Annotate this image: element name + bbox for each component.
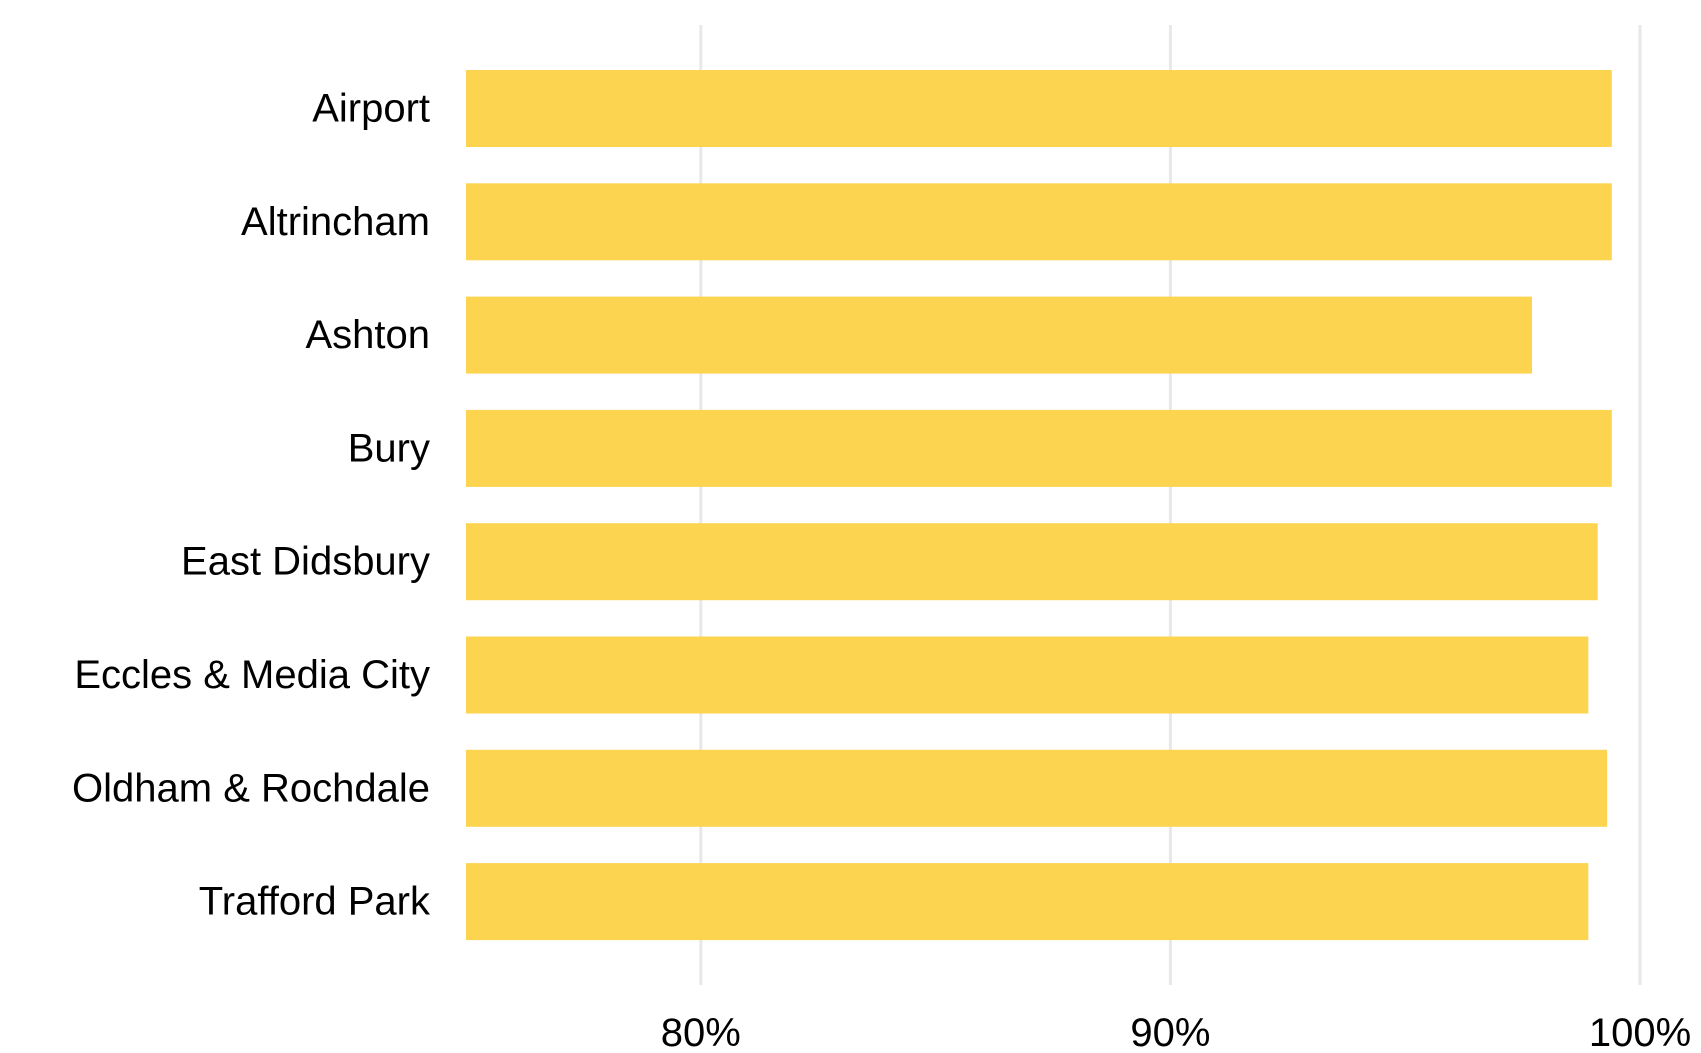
bar-east-didsbury bbox=[466, 523, 1598, 601]
x-tick-label: 80% bbox=[661, 1011, 741, 1053]
category-label: Altrincham bbox=[241, 200, 430, 244]
category-label: Trafford Park bbox=[199, 880, 431, 924]
x-axis-tick-labels: 80% 90% 100% bbox=[661, 1011, 1691, 1053]
category-label: Ashton bbox=[305, 313, 430, 357]
category-labels: Airport Altrincham Ashton Bury East Didsbury… bbox=[72, 87, 431, 924]
bars bbox=[466, 70, 1612, 941]
category-label: Bury bbox=[348, 426, 430, 470]
bar-trafford-park bbox=[466, 863, 1589, 941]
category-label: Eccles & Media City bbox=[74, 653, 430, 697]
category-label: East Didsbury bbox=[181, 540, 430, 584]
x-tick-label: 90% bbox=[1130, 1011, 1210, 1053]
bar-bury bbox=[466, 409, 1612, 487]
bar-eccles-media-city bbox=[466, 636, 1589, 714]
bar-airport bbox=[466, 70, 1612, 147]
category-label: Oldham & Rochdale bbox=[72, 766, 430, 810]
bar-ashton bbox=[466, 296, 1532, 374]
category-label: Airport bbox=[312, 87, 430, 131]
gridlines bbox=[699, 25, 1642, 985]
bar-altrincham bbox=[466, 183, 1612, 261]
bar-oldham-rochdale bbox=[466, 749, 1608, 827]
x-tick-label: 100% bbox=[1589, 1011, 1691, 1053]
